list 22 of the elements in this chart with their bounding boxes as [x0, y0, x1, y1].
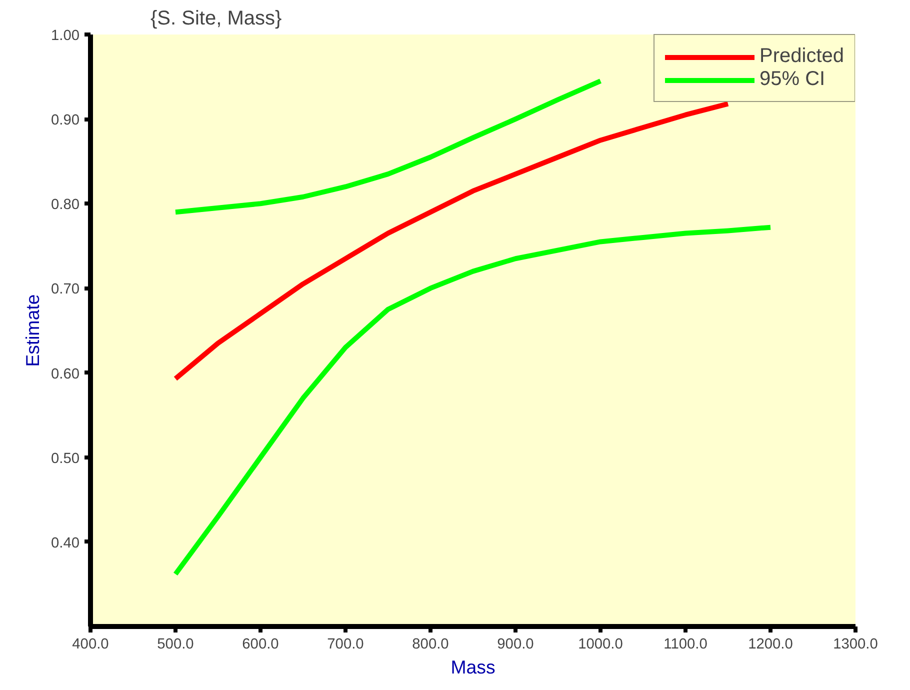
x-tick-label: 1100.0: [664, 636, 708, 652]
x-tick-label: 600.0: [242, 636, 279, 652]
y-tick-label: 1.00: [50, 28, 80, 44]
chart-title: {S. Site, Mass}: [150, 8, 282, 30]
x-tick-label: 900.0: [497, 636, 534, 652]
x-tick-label: 400.0: [72, 636, 109, 652]
y-tick-label: 0.80: [50, 197, 80, 214]
y-tick-label: 0.90: [50, 112, 80, 129]
x-tick-label: 500.0: [157, 636, 194, 652]
y-tick-label: 0.50: [50, 450, 80, 467]
y-axis-title: Estimate: [22, 294, 43, 367]
x-tick-label: 1300.0: [833, 636, 878, 652]
x-tick-label: 1200.0: [748, 636, 793, 652]
legend-label: 95% CI: [760, 68, 826, 91]
legend-label: Predicted: [760, 45, 844, 68]
y-tick-label: 0.60: [50, 366, 80, 382]
x-axis-title: Mass: [450, 656, 496, 678]
y-tick-label: 0.70: [50, 282, 80, 298]
x-tick-label: 700.0: [327, 636, 364, 652]
x-tick-label: 800.0: [412, 636, 449, 652]
y-tick-label: 0.40: [50, 535, 80, 552]
x-tick-label: 1000.0: [578, 636, 623, 652]
